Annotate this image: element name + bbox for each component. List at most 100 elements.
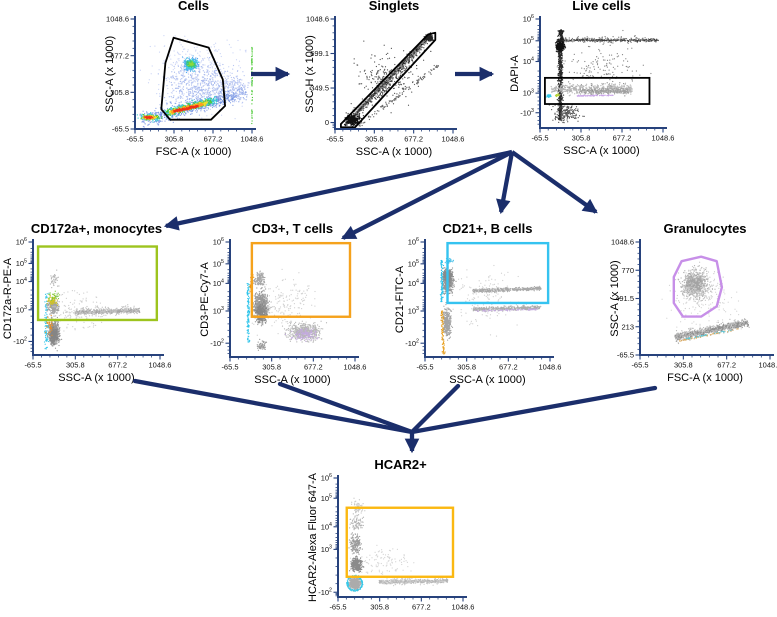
svg-text:106: 106 — [213, 237, 224, 246]
svg-text:1048.6: 1048.6 — [759, 361, 777, 370]
cd172a-scatter — [43, 269, 141, 352]
hcar2-gate — [345, 506, 455, 578]
live-x-axis-label: SSC-A (x 1000) — [563, 145, 639, 157]
plot-title-text: Singlets — [368, 0, 420, 13]
svg-text:103: 103 — [523, 88, 534, 97]
svg-text:-65.5: -65.5 — [326, 135, 343, 144]
plot-cells: Cells 1048.6 677.2 305.8 -65.5 -65.5 305.8 677… — [97, 0, 272, 165]
svg-text:677.2: 677.2 — [204, 135, 223, 144]
svg-text:305.8: 305.8 — [370, 603, 389, 612]
singlets-scatter — [343, 32, 440, 127]
plot-title-text: Granulocytes — [663, 221, 747, 236]
svg-text:677.2: 677.2 — [499, 363, 518, 372]
cd3-x-axis-label: SSC-A (x 1000) — [254, 374, 330, 386]
plot-title-cd3: CD3+, T cells — [230, 220, 355, 236]
plot-title-text: CD3+, T cells — [251, 221, 334, 236]
cd172a-tick-labels: 106 105 104 103 -102 -65.5 305.8 677.2 1048.6 — [13, 237, 171, 369]
singlets-y-axis-label: SSC-H (x 1000) — [304, 35, 316, 113]
svg-text:491.5: 491.5 — [615, 294, 634, 303]
svg-text:770: 770 — [621, 266, 634, 275]
gran-y-axis-label: SSC-A (x 1000) — [609, 260, 621, 336]
svg-text:213: 213 — [621, 322, 634, 331]
cd21-gate — [446, 241, 550, 305]
svg-text:349.5: 349.5 — [310, 84, 329, 93]
cells-tick-labels: 1048.6 677.2 305.8 -65.5-65.5 305.8 677.2 1048… — [106, 15, 263, 144]
svg-text:105: 105 — [408, 259, 419, 268]
plot-title-gran: Granulocytes — [640, 220, 770, 236]
plot-title-singlets: Singlets — [335, 0, 453, 13]
arrow-granulocytes-to-hcar2 — [409, 385, 658, 435]
live-tick-labels: 106 105 104 103 -103 -65.5 305.8 677.2 1048.6 — [520, 14, 674, 142]
cd3-canvas: 106 105 104 103 -102 -65.5 305.8 677.2 1048.6 SSC… — [199, 237, 366, 386]
plot-cd21: CD21+, B cells 106 105 104 103 -102 -65.5 305.… — [387, 220, 570, 393]
svg-text:105: 105 — [213, 259, 224, 268]
svg-text:-65.5: -65.5 — [24, 361, 41, 370]
svg-text:105: 105 — [523, 36, 534, 45]
cd21-tick-labels: 106 105 104 103 -102 -65.5 305.8 677.2 1048.6 — [405, 237, 561, 371]
svg-text:-65.5: -65.5 — [329, 603, 346, 612]
plot-cd172a: CD172a+, monocytes 106 105 104 103 -102 -65.5… — [0, 220, 180, 391]
svg-text:0: 0 — [325, 118, 329, 127]
svg-text:106: 106 — [321, 473, 332, 482]
cd21-axes — [420, 239, 554, 362]
plot-title-text: HCAR2+ — [374, 457, 427, 472]
gran-axes — [635, 239, 774, 360]
svg-text:104: 104 — [16, 277, 27, 286]
svg-text:677.2: 677.2 — [404, 135, 423, 144]
svg-text:-102: -102 — [318, 587, 332, 596]
svg-text:-65.5: -65.5 — [617, 351, 634, 360]
svg-text:1048.6: 1048.6 — [106, 15, 129, 24]
cd172a-canvas: 106 105 104 103 -102 -65.5 305.8 677.2 1048.6 SSC… — [2, 237, 171, 384]
plot-title-text: CD172a+, monocytes — [30, 221, 163, 236]
singlets-canvas: 1048.6 699.1 349.5 0 -65.5 305.8 677.2 1048.6 SS… — [304, 15, 464, 158]
svg-text:-103: -103 — [520, 108, 534, 117]
svg-text:-65.5: -65.5 — [416, 363, 433, 372]
svg-text:677.2: 677.2 — [108, 361, 127, 370]
svg-text:104: 104 — [213, 279, 224, 288]
plot-title-cells: Cells — [135, 0, 252, 13]
cd3-scatter — [246, 268, 328, 351]
gran-scatter — [661, 261, 750, 345]
svg-text:-65.5: -65.5 — [221, 363, 238, 372]
svg-text:104: 104 — [408, 279, 419, 288]
plot-title-text: Cells — [177, 0, 210, 13]
live-axes — [535, 16, 667, 133]
cd21-scatter — [439, 257, 542, 355]
singlets-axes — [330, 16, 457, 134]
granulocytes-gate — [672, 255, 724, 318]
cd3-tick-labels: 106 105 104 103 -102 -65.5 305.8 677.2 1048.6 — [210, 237, 366, 371]
svg-text:-102: -102 — [210, 338, 224, 347]
singlets-x-axis-label: SSC-A (x 1000) — [356, 146, 432, 158]
svg-text:305.8: 305.8 — [572, 134, 591, 143]
plot-title-text: Live cells — [572, 0, 631, 13]
svg-text:1048.6: 1048.6 — [149, 361, 172, 370]
svg-text:1048.6: 1048.6 — [652, 134, 675, 143]
svg-text:106: 106 — [16, 237, 27, 246]
singlets-gate — [340, 31, 437, 129]
svg-text:106: 106 — [408, 237, 419, 246]
cd3-y-axis-label: CD3-PE-Cy7-A — [199, 262, 211, 337]
svg-text:-65.5: -65.5 — [112, 125, 129, 134]
svg-text:305.8: 305.8 — [457, 363, 476, 372]
svg-text:1048.6: 1048.6 — [452, 603, 475, 612]
cd3-gate — [250, 241, 352, 318]
svg-text:-102: -102 — [405, 338, 419, 347]
cells-scatter — [136, 34, 254, 128]
svg-text:305.8: 305.8 — [110, 88, 129, 97]
svg-text:677.2: 677.2 — [717, 361, 736, 370]
gran-canvas: 1048.6 770 491.5 213 -65.5-65.5 305.8 677.2 104… — [609, 238, 777, 384]
cd172a-y-axis-label: CD172a-R-PE-A — [2, 257, 14, 339]
live-scatter — [545, 29, 659, 124]
svg-text:1048.6: 1048.6 — [344, 363, 367, 372]
live-canvas: 106 105 104 103 -103 -65.5 305.8 677.2 1048.6 SSC… — [509, 14, 674, 157]
plot-cd3: CD3+, T cells 106 105 104 103 -102 -65.5 305.8… — [192, 220, 375, 393]
cd172a-x-axis-label: SSC-A (x 1000) — [58, 372, 134, 384]
svg-text:1048.6: 1048.6 — [539, 363, 562, 372]
hcar2-axes — [333, 475, 467, 602]
hcar2-canvas: 106 105 104 103 -102 -65.5 305.8 677.2 1048.6 HCA… — [307, 472, 475, 612]
svg-text:-65.5: -65.5 — [631, 361, 648, 370]
svg-text:105: 105 — [321, 493, 332, 502]
plot-hcar2: HCAR2+ 106 105 104 103 -102 -65.5 305.8 677.2 10… — [300, 456, 483, 617]
plot-title-live: Live cells — [540, 0, 663, 13]
